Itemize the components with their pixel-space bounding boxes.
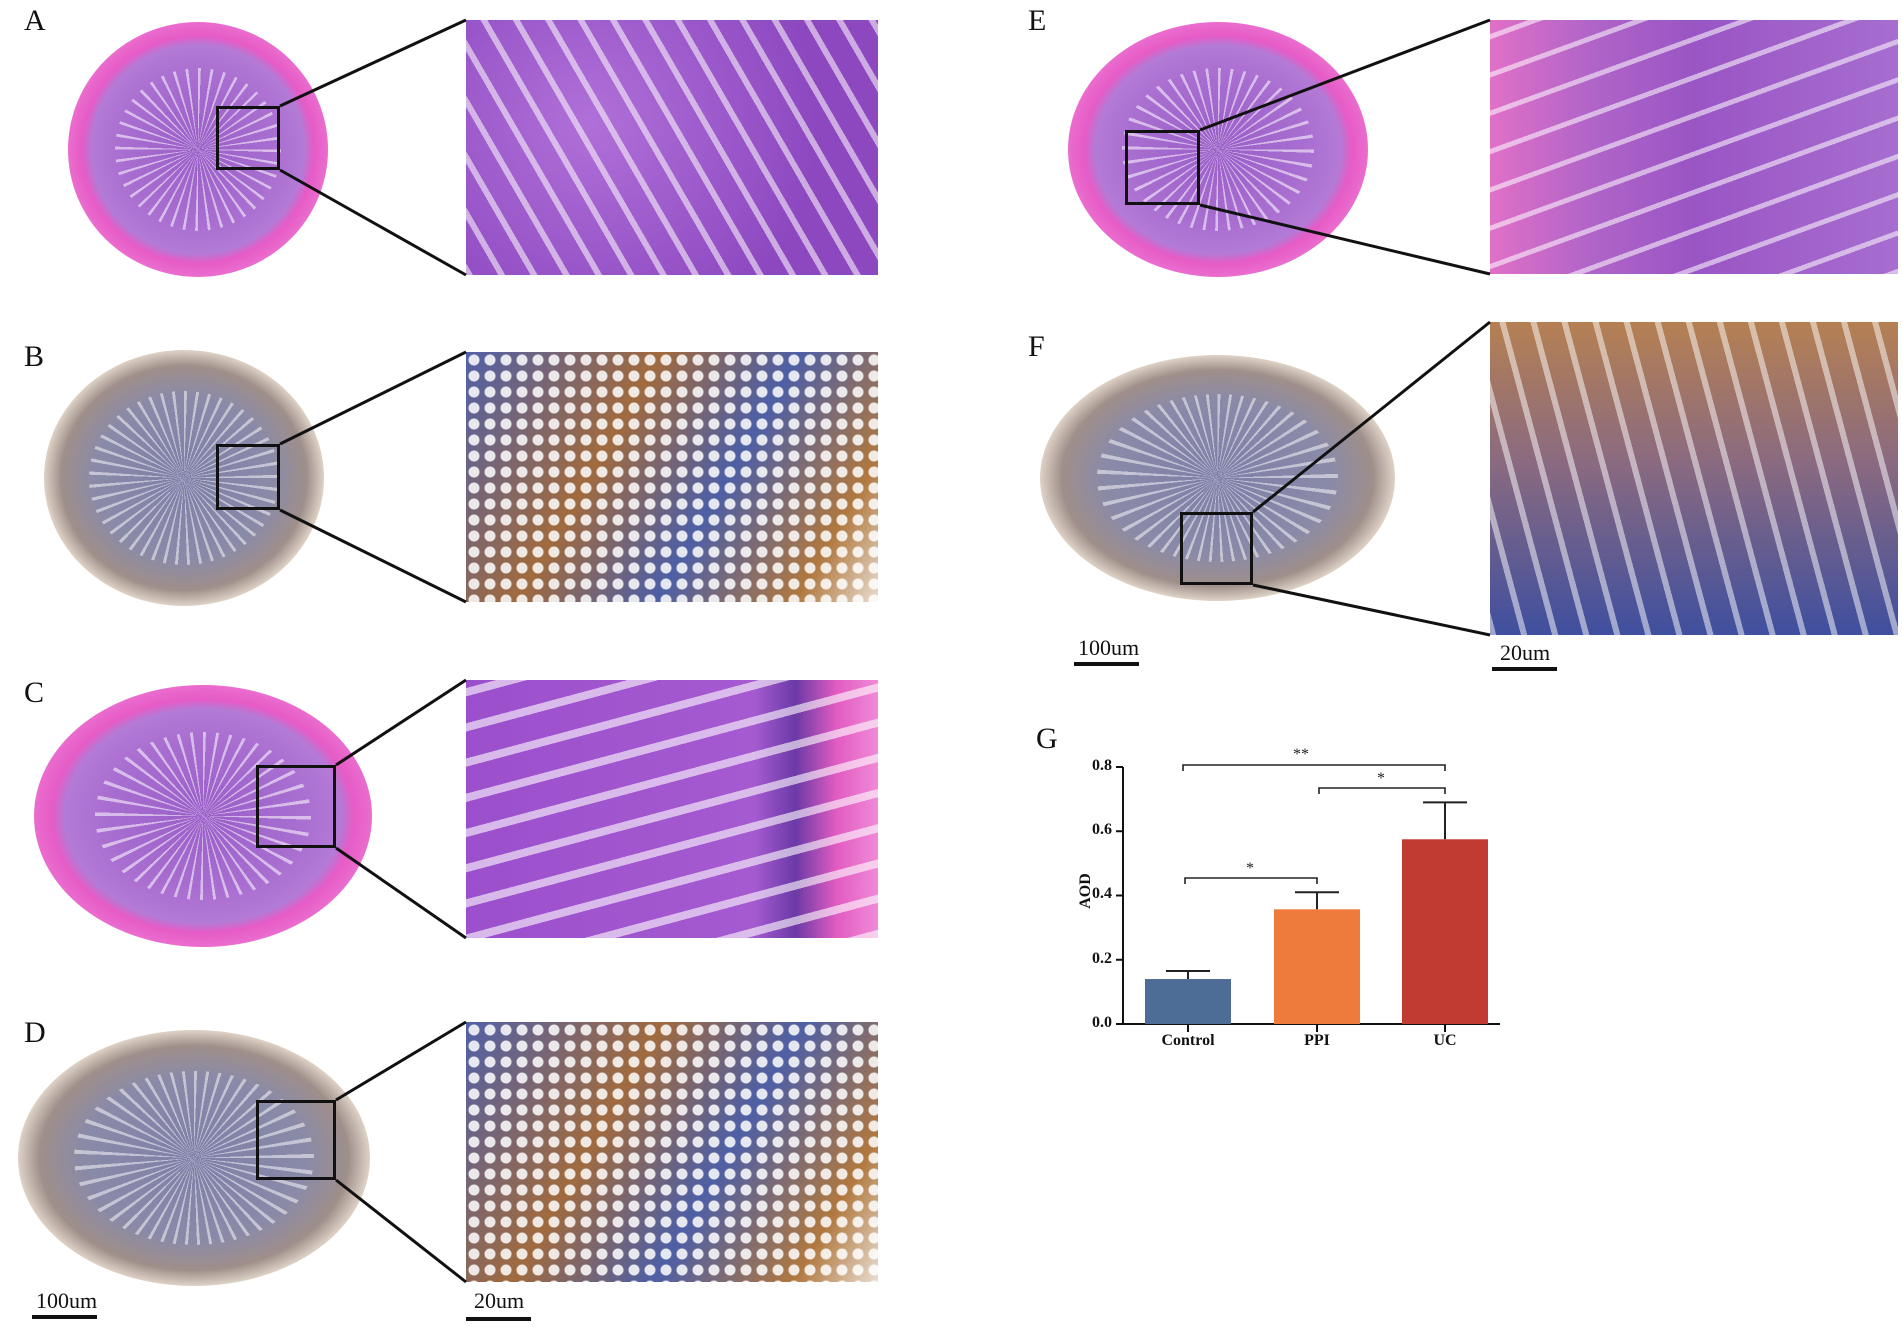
scale-bar-right-overview [1074, 662, 1139, 666]
panel-c-inset-image [466, 680, 878, 938]
panel-b-zoom-box [216, 444, 280, 510]
panel-d-overview-image [18, 1030, 370, 1286]
panel-c-zoom-box [256, 765, 336, 848]
scale-bar-left-overview [32, 1315, 97, 1319]
panel-label-f: F [1028, 330, 1045, 363]
scale-bar-left-inset [466, 1317, 531, 1321]
panel-d-zoom-box [256, 1100, 336, 1180]
panel-label-e: E [1028, 4, 1047, 37]
bar-uc [1402, 839, 1488, 1024]
y-tick-2: 0.4 [1092, 885, 1112, 902]
panel-label-c: C [24, 676, 45, 709]
panel-f-zoom-box [1180, 512, 1253, 585]
scale-bar-label-left-overview: 100um [36, 1288, 98, 1313]
y-tick-1: 0.2 [1092, 950, 1112, 967]
panel-label-g: G [1036, 722, 1058, 755]
panel-f-inset-image [1490, 322, 1898, 635]
panel-d-inset-image [466, 1022, 878, 1282]
scale-bar-label-left-inset: 20um [474, 1288, 525, 1313]
panel-b-inset-image [466, 352, 878, 602]
x-tick-control: Control [1161, 1032, 1215, 1049]
bar-control [1145, 979, 1231, 1024]
panel-a-inset-image [466, 20, 878, 275]
panel-e-inset-image [1490, 20, 1898, 274]
sig-control-uc: ** [1293, 746, 1309, 763]
bracket-control-uc [1182, 764, 1446, 771]
x-tick-uc: UC [1433, 1032, 1457, 1049]
panel-label-b: B [24, 340, 45, 373]
bracket-control-ppi [1184, 877, 1318, 884]
scale-bar-label-right-inset: 20um [1500, 640, 1551, 665]
panel-c-overview-image [34, 685, 372, 947]
sig-ppi-uc: * [1377, 770, 1385, 787]
bar-ppi [1274, 909, 1360, 1024]
y-tick-4: 0.8 [1092, 757, 1112, 774]
x-tick-ppi: PPI [1304, 1032, 1330, 1049]
scale-bar-right-inset [1492, 667, 1557, 671]
panel-e-zoom-box [1125, 130, 1200, 205]
panel-label-d: D [24, 1016, 46, 1049]
scale-bar-label-right-overview: 100um [1078, 635, 1140, 660]
panel-label-a: A [24, 4, 46, 37]
panel-a-zoom-box [216, 106, 280, 170]
bracket-ppi-uc [1318, 787, 1446, 794]
y-tick-0: 0.0 [1092, 1014, 1112, 1031]
sig-control-ppi: * [1246, 860, 1254, 877]
y-tick-3: 0.6 [1092, 821, 1112, 838]
